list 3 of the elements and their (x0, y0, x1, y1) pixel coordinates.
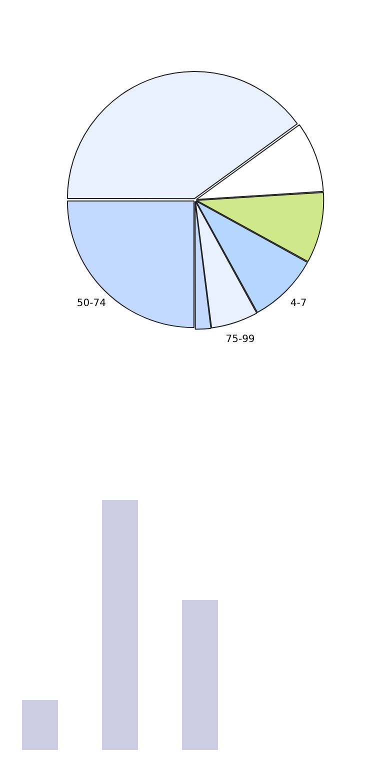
slice-label: 75-99 (226, 334, 255, 345)
slice-label: 4-7 (290, 298, 307, 310)
slice-label: 50-74 (76, 298, 106, 310)
